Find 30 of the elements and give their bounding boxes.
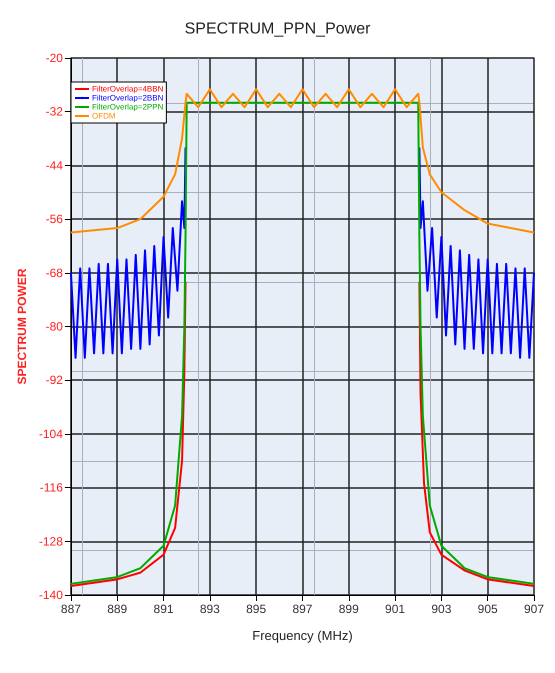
y-axis-title: SPECTRUM POWER: [15, 268, 29, 385]
x-tick-label: 901: [385, 602, 406, 616]
y-tick-label: -128: [38, 534, 64, 548]
legend-label: OFDM: [92, 112, 116, 120]
x-tick-label: 889: [107, 602, 128, 616]
x-axis-title: Frequency (MHz): [252, 628, 353, 643]
y-tick-label: -104: [38, 426, 64, 441]
x-tick-label: 893: [200, 602, 220, 616]
y-tick-label: -140: [38, 588, 64, 602]
chart-title: SPECTRUM_PPN_Power: [184, 20, 372, 38]
x-tick-label: 903: [431, 602, 452, 616]
y-tick-label: -32: [46, 104, 64, 119]
y-tick-label: -56: [46, 212, 64, 226]
y-tick-label: -44: [46, 158, 64, 172]
y-tick-label: -116: [40, 480, 64, 495]
legend-label: FilterOverlap=2PPN: [92, 102, 164, 112]
y-tick-label: -20: [46, 51, 64, 65]
line-series: [70, 102, 535, 585]
x-tick-label: 891: [154, 602, 174, 616]
y-tick-label: -92: [46, 373, 64, 388]
legend-label: FilterOverlap=2BBN: [92, 94, 164, 102]
x-tick-label: 907: [524, 602, 544, 616]
legend-label: FilterOverlap=4BBN: [92, 84, 164, 94]
x-tick-label: 897: [292, 602, 313, 616]
x-tick-label: 899: [338, 602, 360, 616]
x-tick-label: 887: [60, 602, 82, 616]
y-tick-label: -68: [46, 266, 64, 280]
x-tick-label: 895: [246, 602, 266, 616]
x-tick-label: 905: [478, 602, 498, 616]
y-tick-label: -80: [46, 320, 64, 334]
